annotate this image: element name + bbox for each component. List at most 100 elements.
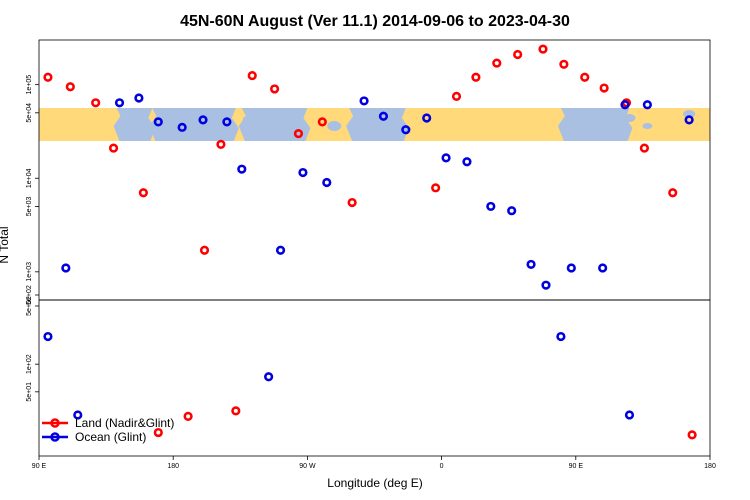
ocean-point	[198, 115, 208, 125]
legend: Land (Nadir&Glint) Ocean (Glint)	[42, 416, 174, 444]
map-ocean-pacific-west	[113, 108, 156, 141]
land-point	[471, 72, 481, 82]
land-point	[199, 245, 210, 255]
ocean-point	[642, 100, 652, 110]
land-point	[431, 183, 441, 193]
legend-marker-land	[50, 418, 60, 428]
y-axis: 5e+02 1e+03 5e+03 1e+04 5e+04 1e+05 5e+01 1e+02…	[26, 75, 39, 402]
ocean-point	[275, 245, 286, 255]
land-point	[231, 406, 241, 416]
land-point	[538, 44, 548, 54]
ocean-point	[134, 93, 144, 103]
land-point	[639, 143, 649, 153]
y-tick-label: 5e+02	[26, 296, 33, 316]
land-point	[91, 98, 101, 108]
ocean-point	[507, 206, 517, 216]
ocean-point	[43, 331, 53, 342]
map-water-1	[138, 123, 149, 129]
chart-title: 45N-60N August (Ver 11.1) 2014-09-06 to …	[180, 13, 570, 30]
legend-label-land: Land (Nadir&Glint)	[75, 416, 174, 430]
land-point	[599, 83, 609, 93]
ocean-point	[486, 201, 496, 212]
ocean-point	[153, 117, 163, 127]
x-tick-label: 0	[440, 463, 444, 470]
land-point	[293, 128, 304, 139]
map-ocean-pacific-2	[557, 108, 633, 141]
ocean-point	[462, 157, 472, 167]
land-point	[269, 84, 280, 94]
x-tick-label: 90 E	[32, 463, 47, 470]
land-point	[668, 188, 678, 198]
ocean-point	[237, 164, 247, 174]
x-tick-label: 180	[167, 463, 179, 470]
land-point	[216, 139, 226, 149]
land-point	[247, 70, 257, 81]
map-ocean-pacific	[149, 108, 239, 141]
ocean-point	[378, 111, 389, 121]
land-point	[138, 188, 148, 198]
ocean-point	[264, 372, 274, 382]
land-point	[108, 143, 119, 153]
ocean-point	[598, 263, 608, 273]
x-tick-label: 90 E	[569, 463, 584, 470]
y-tick-label: 1e+04	[26, 168, 33, 188]
plot-border	[38, 39, 711, 457]
y-tick-label: 5e+04	[26, 103, 33, 123]
land-point	[65, 82, 75, 92]
y-tick-label: 5e+01	[26, 382, 33, 402]
plot-frame	[38, 39, 711, 457]
ocean-point	[620, 100, 630, 110]
ocean-point	[177, 122, 187, 132]
y-axis-label: N Total	[0, 226, 11, 263]
ocean-point	[624, 410, 635, 420]
ocean-point	[114, 98, 125, 108]
x-axis-label: Longitude (deg E)	[327, 476, 422, 490]
x-axis: 90 E 180 90 W 0 90 E 180	[32, 456, 716, 470]
map-water-0	[119, 114, 132, 122]
y-tick-label: 1e+02	[26, 354, 33, 374]
ocean-point	[401, 125, 411, 135]
ocean-point	[222, 117, 232, 127]
map-water-2	[242, 116, 253, 122]
land-point	[183, 411, 193, 421]
x-tick-label: 180	[704, 463, 716, 470]
land-point	[153, 427, 163, 438]
legend-label-ocean: Ocean (Glint)	[75, 430, 146, 444]
map-water-6	[683, 110, 696, 118]
ocean-point	[61, 263, 71, 273]
land-point	[451, 91, 462, 101]
map-water-5	[642, 123, 653, 129]
ocean-point	[441, 153, 451, 163]
y-tick-label: 1e+03	[26, 262, 33, 282]
ocean-point	[298, 167, 308, 178]
land-point	[687, 430, 697, 440]
land-point	[559, 59, 569, 69]
y-tick-label: 5e+02	[26, 285, 33, 305]
land-point	[513, 49, 523, 60]
map-water-4	[623, 114, 636, 122]
map-water-3	[327, 121, 342, 131]
ocean-point	[526, 259, 536, 270]
ocean-point	[73, 410, 83, 420]
ocean-point	[556, 331, 566, 342]
ocean-point	[422, 113, 432, 123]
land-point	[43, 72, 53, 82]
legend-marker-ocean	[50, 432, 60, 442]
data-points	[43, 44, 697, 440]
land-point	[580, 72, 590, 82]
world-map-band	[39, 108, 710, 141]
land-point	[492, 58, 502, 68]
map-ocean-atlantic	[346, 108, 409, 141]
ocean-point	[322, 177, 332, 188]
ocean-point	[359, 96, 369, 106]
x-tick-label: 90 W	[299, 463, 316, 470]
ocean-point	[566, 263, 576, 273]
ocean-point	[541, 280, 551, 290]
land-point	[347, 197, 357, 208]
map-ocean-pacific-east	[238, 108, 311, 141]
ocean-point	[684, 115, 694, 125]
y-tick-label: 1e+05	[26, 75, 33, 95]
land-point	[317, 117, 327, 127]
y-tick-label: 5e+03	[26, 196, 33, 216]
